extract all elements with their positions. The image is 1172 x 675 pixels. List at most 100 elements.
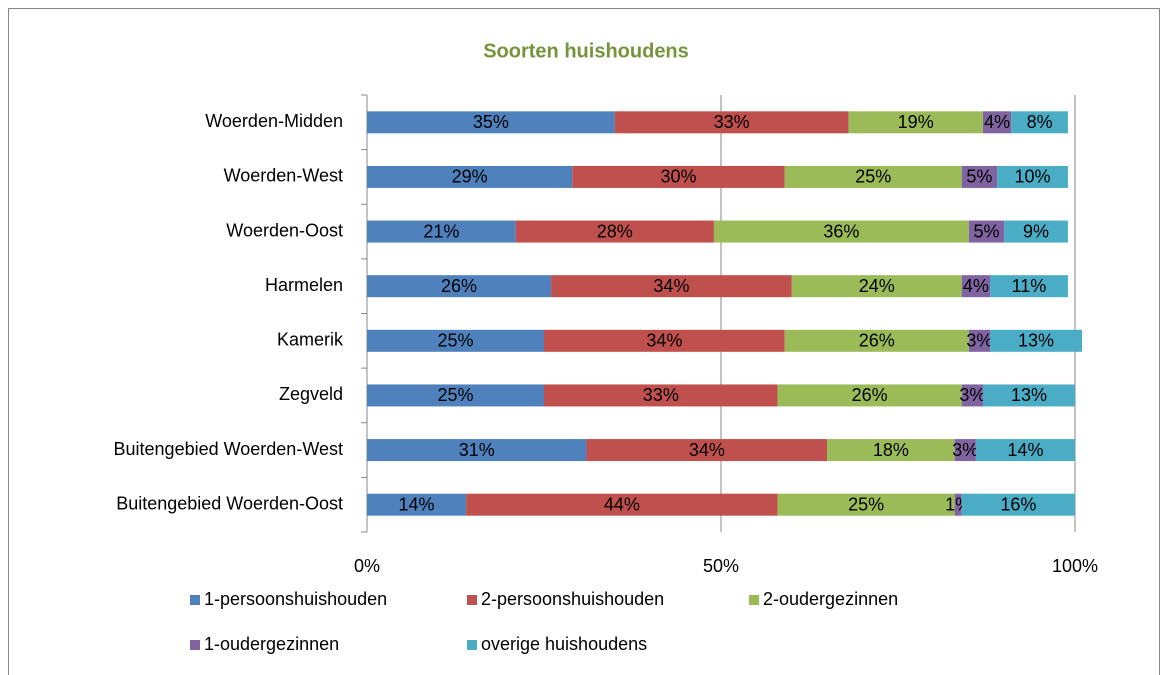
bar-segment <box>1004 220 1068 243</box>
x-tick-label: 0% <box>354 556 380 576</box>
bar-segment <box>954 493 962 516</box>
data-label: 19% <box>898 112 934 132</box>
data-label: 16% <box>1000 494 1036 514</box>
data-label: 44% <box>604 494 640 514</box>
y-tick-label: Buitengebied Woerden-Oost <box>116 493 343 513</box>
bar-segment <box>784 329 969 352</box>
data-label: 25% <box>848 494 884 514</box>
data-label: 5% <box>973 221 999 241</box>
legend-swatch <box>749 595 759 605</box>
data-label: 29% <box>452 167 488 187</box>
bar-segment <box>544 329 785 352</box>
bar-segment <box>975 439 1075 462</box>
data-label: 28% <box>597 221 633 241</box>
x-tick-label: 50% <box>703 556 739 576</box>
data-label: 3% <box>966 331 992 351</box>
bar-segment <box>777 384 962 407</box>
bar-segment <box>1011 111 1068 134</box>
data-label: 35% <box>473 112 509 132</box>
bar-segment <box>982 111 1012 134</box>
bar-segment <box>982 384 1075 407</box>
data-label: 3% <box>952 440 978 460</box>
y-tick-label: Kamerik <box>277 330 344 350</box>
data-label: 9% <box>1023 221 1049 241</box>
bar-segment <box>367 111 615 134</box>
legend-label: 2-oudergezinnen <box>763 589 898 609</box>
bar-segment <box>791 275 962 298</box>
data-label: 31% <box>459 440 495 460</box>
data-label: 4% <box>963 276 989 296</box>
data-label: 14% <box>1007 440 1043 460</box>
legend-label: 2-persoonshuishouden <box>481 589 664 609</box>
legend-label: overige huishoudens <box>481 634 647 654</box>
data-label: 11% <box>1012 276 1047 296</box>
data-label: 8% <box>1027 112 1053 132</box>
bar-segment <box>572 165 785 188</box>
bar-segment <box>961 493 1075 516</box>
data-label: 26% <box>852 385 888 405</box>
y-tick-label: Woerden-Oost <box>226 220 343 240</box>
bar-segment <box>968 220 1005 243</box>
bar-segment <box>367 329 544 352</box>
bar-segment <box>968 329 991 352</box>
data-label: 25% <box>437 385 473 405</box>
data-label: 30% <box>661 167 697 187</box>
bar-segment <box>515 220 714 243</box>
legend-swatch <box>467 595 477 605</box>
chart-title: Soorten huishoudens <box>483 40 689 62</box>
data-label: 18% <box>873 440 909 460</box>
y-tick-label: Harmelen <box>265 275 343 295</box>
bar-segment <box>614 111 849 134</box>
bar-segment <box>713 220 969 243</box>
bar-segment <box>544 384 778 407</box>
y-tick-label: Buitengebied Woerden-West <box>114 439 343 459</box>
y-tick-label: Woerden-Midden <box>205 111 343 131</box>
data-label: 13% <box>1018 331 1054 351</box>
bar-segment <box>367 493 467 516</box>
data-label: 26% <box>859 331 895 351</box>
data-label: 34% <box>689 440 725 460</box>
data-label: 13% <box>1011 385 1047 405</box>
y-tick-label: Zegveld <box>279 384 343 404</box>
x-tick-label: 100% <box>1052 556 1098 576</box>
bar-segment <box>990 329 1083 352</box>
data-label: 34% <box>646 331 682 351</box>
bar-segment <box>827 439 955 462</box>
bar-segment <box>551 275 792 298</box>
bar-segment <box>586 439 828 462</box>
bar-segment <box>367 275 552 298</box>
legend-swatch <box>190 640 200 650</box>
bar-segment <box>367 384 544 407</box>
bar-segment <box>367 220 516 243</box>
bar-segment <box>784 165 962 188</box>
legend-label: 1-oudergezinnen <box>204 634 339 654</box>
data-label: 33% <box>643 385 679 405</box>
bar-segment <box>990 275 1068 298</box>
data-label: 33% <box>714 112 750 132</box>
y-tick-label: Woerden-West <box>224 166 343 186</box>
bar-segment <box>466 493 778 516</box>
bar-segment <box>961 165 998 188</box>
legend-swatch <box>190 595 200 605</box>
bar-segment <box>954 439 976 462</box>
legend-swatch <box>467 640 477 650</box>
bar-segment <box>961 275 991 298</box>
bar-segment <box>848 111 983 134</box>
data-label: 14% <box>399 494 435 514</box>
data-label: 4% <box>984 112 1010 132</box>
data-label: 36% <box>823 221 859 241</box>
data-label: 26% <box>441 276 477 296</box>
bar-segment <box>367 165 573 188</box>
legend-label: 1-persoonshuishouden <box>204 589 387 609</box>
data-label: 25% <box>855 167 891 187</box>
data-label: 5% <box>966 167 992 187</box>
data-label: 10% <box>1015 167 1051 187</box>
bar-segment <box>777 493 955 516</box>
data-label: 24% <box>859 276 895 296</box>
bar-segment <box>961 384 983 407</box>
bar-segment <box>367 439 587 462</box>
data-label: 3% <box>959 385 985 405</box>
data-label: 34% <box>653 276 689 296</box>
data-label: 21% <box>423 221 459 241</box>
